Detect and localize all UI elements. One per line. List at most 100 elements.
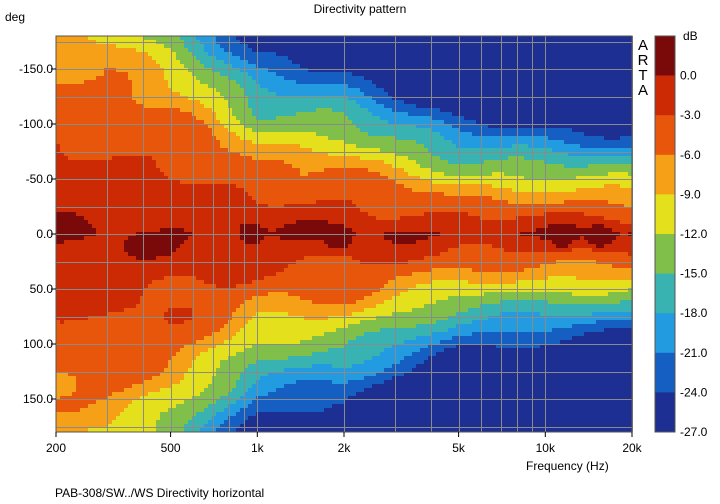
- heatmap-cell: [60, 184, 65, 189]
- heatmap-cell: [240, 336, 245, 341]
- heatmap-cell: [64, 360, 69, 365]
- heatmap-cell: [236, 236, 241, 241]
- heatmap-cell: [220, 392, 225, 397]
- heatmap-cell: [248, 184, 253, 189]
- heatmap-cell: [56, 352, 61, 357]
- heatmap-cell: [92, 252, 97, 257]
- heatmap-cell: [64, 412, 69, 417]
- heatmap-cell: [248, 180, 253, 185]
- heatmap-cell: [248, 64, 253, 69]
- heatmap-cell: [116, 412, 121, 417]
- heatmap-cell: [144, 220, 149, 225]
- heatmap-cell: [188, 412, 193, 417]
- heatmap-cell: [64, 308, 69, 313]
- heatmap-cell: [100, 292, 105, 297]
- heatmap-cell: [80, 224, 85, 229]
- heatmap-cell: [164, 276, 169, 281]
- heatmap-cell: [96, 56, 101, 61]
- heatmap-cell: [96, 268, 101, 273]
- heatmap-cell: [180, 48, 185, 53]
- heatmap-cell: [84, 384, 89, 389]
- heatmap-cell: [168, 400, 173, 405]
- heatmap-cell: [108, 144, 113, 149]
- heatmap-cell: [248, 376, 253, 381]
- heatmap-cell: [120, 108, 125, 113]
- heatmap-cell: [76, 224, 81, 229]
- heatmap-cell: [88, 420, 93, 425]
- heatmap-cell: [256, 72, 261, 77]
- heatmap-cell: [76, 380, 81, 385]
- heatmap-cell: [104, 168, 109, 173]
- heatmap-cell: [84, 48, 89, 53]
- heatmap-cell: [132, 60, 137, 65]
- heatmap-cell: [120, 380, 125, 385]
- heatmap-cell: [72, 368, 77, 373]
- heatmap-cell: [148, 224, 153, 229]
- heatmap-cell: [84, 116, 89, 121]
- heatmap-cell: [240, 184, 245, 189]
- heatmap-cell: [124, 284, 129, 289]
- heatmap-cell: [68, 136, 73, 141]
- heatmap-cell: [60, 348, 65, 353]
- heatmap-cell: [120, 388, 125, 393]
- heatmap-cell: [144, 136, 149, 141]
- heatmap-cell: [92, 88, 97, 93]
- heatmap-cell: [232, 336, 237, 341]
- heatmap-cell: [248, 212, 253, 217]
- heatmap-cell: [172, 388, 177, 393]
- heatmap-cell: [64, 60, 69, 65]
- heatmap-cell: [144, 92, 149, 97]
- heatmap-cell: [236, 36, 241, 41]
- heatmap-cell: [160, 388, 165, 393]
- heatmap-cell: [244, 252, 249, 257]
- heatmap-cell: [240, 324, 245, 329]
- heatmap-cell: [252, 164, 257, 169]
- heatmap-cell: [200, 308, 205, 313]
- heatmap-cell: [200, 392, 205, 397]
- heatmap-cell: [108, 192, 113, 197]
- heatmap-cell: [116, 324, 121, 329]
- heatmap-cell: [96, 280, 101, 285]
- heatmap-cell: [68, 224, 73, 229]
- heatmap-cell: [68, 308, 73, 313]
- heatmap-cell: [56, 316, 61, 321]
- heatmap-cell: [168, 324, 173, 329]
- heatmap-cell: [140, 188, 145, 193]
- heatmap-cell: [108, 68, 113, 73]
- heatmap-cell: [104, 380, 109, 385]
- heatmap-cell: [184, 172, 189, 177]
- heatmap-cell: [100, 388, 105, 393]
- heatmap-cell: [204, 304, 209, 309]
- heatmap-cell: [172, 268, 177, 273]
- heatmap-cell: [112, 404, 117, 409]
- heatmap-cell: [104, 428, 109, 433]
- heatmap-cell: [164, 64, 169, 69]
- heatmap-cell: [80, 176, 85, 181]
- heatmap-cell: [60, 424, 65, 429]
- heatmap-cell: [252, 96, 257, 101]
- heatmap-cell: [148, 284, 153, 289]
- heatmap-cell: [144, 120, 149, 125]
- heatmap-cell: [56, 184, 61, 189]
- heatmap-cell: [88, 348, 93, 353]
- heatmap-cell: [212, 364, 217, 369]
- heatmap-cell: [104, 84, 109, 89]
- heatmap-cell: [196, 428, 201, 433]
- heatmap-cell: [140, 396, 145, 401]
- heatmap-cell: [176, 128, 181, 133]
- heatmap-cell: [188, 296, 193, 301]
- heatmap-cell: [248, 252, 253, 257]
- heatmap-cell: [192, 224, 197, 229]
- heatmap-cell: [184, 140, 189, 145]
- heatmap-cell: [120, 244, 125, 249]
- heatmap-cell: [152, 124, 157, 129]
- heatmap-cell: [80, 100, 85, 105]
- heatmap-cell: [200, 340, 205, 345]
- heatmap-cell: [252, 344, 257, 349]
- heatmap-cell: [144, 408, 149, 413]
- heatmap-cell: [140, 280, 145, 285]
- heatmap-cell: [188, 136, 193, 141]
- heatmap-cell: [192, 280, 197, 285]
- heatmap-cell: [212, 296, 217, 301]
- heatmap-cell: [220, 76, 225, 81]
